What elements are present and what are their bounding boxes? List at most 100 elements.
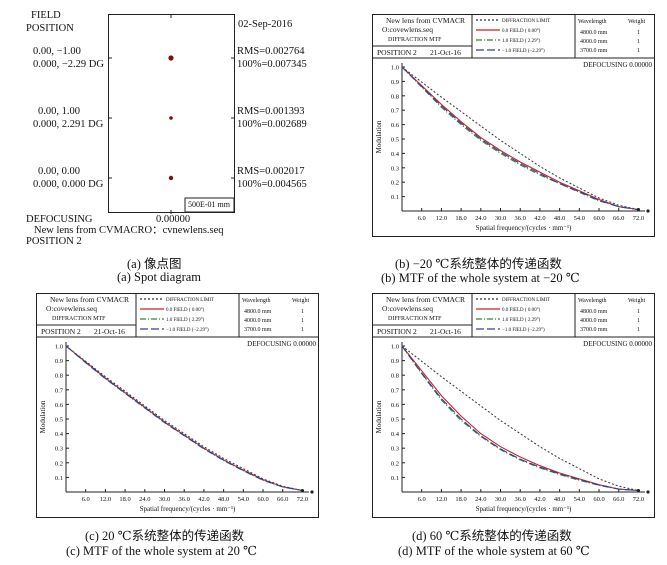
y-tick-label: 0.6 — [391, 122, 400, 129]
wavelength-value: 3700.0 mm — [244, 327, 272, 333]
x-tick-label: 48.0 — [554, 496, 565, 503]
y-tick-label: 0.9 — [55, 358, 63, 365]
x-tick-label: 12.0 — [436, 496, 447, 503]
x-tick-label: 42.0 — [534, 496, 545, 503]
header-lens1: New lens from CVMACR — [386, 295, 465, 304]
x-tick-label: 60.0 — [257, 496, 268, 503]
y-tick-label: 0.2 — [55, 460, 63, 467]
y-tick-label: 0.9 — [391, 358, 399, 365]
x-tick-label: 54.0 — [574, 215, 585, 222]
end-marker — [310, 490, 314, 494]
caption-b-en: (b) MTF of the whole system at −20 ℃ — [381, 271, 580, 285]
legend-label: 1.0 FIELD ( 2.29°) — [502, 318, 541, 323]
position-2: POSITION 2 — [26, 236, 82, 247]
defocus-value: 0.00000 — [156, 214, 191, 225]
header-lens2: O:covewlens.seq — [46, 304, 97, 313]
end-marker — [300, 488, 305, 493]
y-tick-label: 1.0 — [391, 344, 399, 351]
weight-value: 1 — [301, 327, 304, 333]
x-tick-label: 24.0 — [139, 496, 150, 503]
y-axis-label: Modulation — [375, 120, 383, 153]
caption-a-en: (a) Spot diagram — [117, 270, 202, 284]
header-lens1: New lens from CVMACR — [386, 16, 465, 25]
field-row-3: 0.00, 0.00 — [38, 166, 80, 177]
header-diffraction: DIFFRACTION MTF — [388, 37, 442, 43]
weight-header: Weight — [292, 298, 310, 304]
position-label: POSITION — [26, 23, 74, 34]
x-tick-label: 36.0 — [179, 496, 190, 503]
y-tick-label: 0.8 — [391, 373, 399, 380]
wavelength-value: 3700.0 mm — [580, 327, 608, 333]
x-tick-label: 48.0 — [218, 496, 229, 503]
weight-value: 1 — [637, 48, 640, 54]
x-tick-label: 72.0 — [633, 496, 644, 503]
series-line-3 — [401, 345, 639, 492]
series-line-0 — [65, 345, 303, 491]
x-tick-label: 42.0 — [198, 496, 209, 503]
caption-d-cn: (d) 60 ℃系统整体的传递函数 — [412, 529, 572, 543]
mtf-chart-c: New lens from CVMACRO:covewlens.seq DIFFR… — [36, 293, 319, 518]
defocus-label: DEFOCUSING — [26, 214, 93, 225]
spot-dot-2 — [169, 116, 173, 120]
header-lens2: O:covewlens.seq — [382, 25, 433, 34]
spot-frame — [108, 14, 235, 214]
x-tick-label: 66.0 — [613, 496, 624, 503]
weight-value: 1 — [637, 309, 640, 315]
field-label: FIELD — [31, 10, 61, 21]
x-tick-label: 54.0 — [238, 496, 249, 503]
pos-row-2: 0.000, 2.291 DG — [33, 119, 104, 130]
weight-value: 1 — [301, 318, 304, 324]
spot-dot-1 — [168, 55, 174, 61]
caption-d-en: (d) MTF of the whole system at 60 ℃ — [398, 544, 590, 558]
x-tick-label: 72.0 — [633, 215, 644, 222]
legend-label: −1.0 FIELD (−2.29°) — [502, 328, 545, 333]
header-diffraction: DIFFRACTION MTF — [388, 316, 442, 322]
header-lens2: O:covewlens.seq — [382, 304, 433, 313]
x-tick-label: 72.0 — [297, 496, 308, 503]
series-line-0 — [401, 345, 639, 491]
header-position: POSITION 2 — [41, 327, 81, 336]
pos-row-1: 0.000, −2.29 DG — [33, 59, 104, 70]
x-tick-label: 6.0 — [418, 496, 426, 503]
legend-label: −1.0 FIELD (−2.29°) — [166, 328, 209, 333]
x-tick-label: 30.0 — [495, 496, 506, 503]
panel-frame — [372, 14, 655, 237]
x-tick-label: 66.0 — [613, 215, 624, 222]
rms-row-1: RMS=0.002764 — [237, 46, 305, 57]
defocusing-label: DEFOCUSING 0.00000 — [247, 340, 316, 348]
x-tick-label: 24.0 — [475, 496, 486, 503]
y-tick-label: 1.0 — [55, 344, 63, 351]
field-row-2: 0.00, 1.00 — [38, 106, 80, 117]
legend-label: −1.0 FIELD (−2.29°) — [502, 49, 545, 54]
pct-row-1: 100%=0.007345 — [237, 59, 307, 70]
caption-c-en: (c) MTF of the whole system at 20 ℃ — [66, 544, 258, 558]
x-axis-label: Spatial frequency/(cycles · mm⁻¹) — [476, 505, 572, 513]
pct-row-2: 100%=0.002689 — [237, 119, 307, 130]
y-tick-label: 0.4 — [391, 151, 400, 158]
spot-scale: 500E-01 mm — [188, 200, 230, 209]
panel-frame — [36, 293, 319, 518]
weight-header: Weight — [628, 19, 646, 25]
header-lens1: New lens from CVMACR — [50, 295, 129, 304]
y-tick-label: 0.3 — [391, 165, 399, 172]
defocusing-label: DEFOCUSING 0.00000 — [583, 340, 652, 348]
wavelength-value: 4000.0 mm — [244, 318, 272, 324]
wavelength-value: 4800.0 mm — [580, 30, 608, 36]
end-marker — [646, 209, 650, 213]
y-tick-label: 0.4 — [391, 431, 400, 438]
header-date: 21-Oct-16 — [430, 48, 461, 57]
rms-row-3: RMS=0.002017 — [237, 166, 305, 177]
x-tick-label: 18.0 — [119, 496, 130, 503]
y-tick-label: 0.3 — [55, 446, 63, 453]
legend-label: DIFFRACTION LIMIT — [502, 19, 550, 24]
legend-label: DIFFRACTION LIMIT — [502, 298, 550, 303]
x-tick-label: 48.0 — [554, 215, 565, 222]
wavelength-header: Wavelength — [578, 298, 607, 304]
weight-value: 1 — [637, 30, 640, 36]
header-position: POSITION 2 — [377, 48, 417, 57]
caption-c-cn: (c) 20 ℃系统整体的传递函数 — [85, 529, 245, 543]
wavelength-value: 4000.0 mm — [580, 39, 608, 45]
legend-label: 1.0 FIELD ( 2.29°) — [502, 39, 541, 44]
series-line-2 — [401, 66, 639, 211]
y-tick-label: 0.2 — [391, 180, 399, 187]
